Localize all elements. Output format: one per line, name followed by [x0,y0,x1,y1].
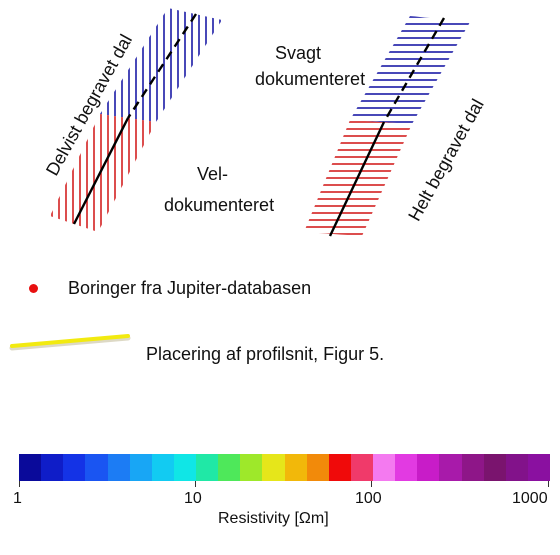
colorbar-segment [306,454,329,481]
weak-label-line1: Svagt [275,43,322,63]
left-valley-diagram [50,8,222,232]
colorbar-segment [151,454,174,481]
colorbar-segment [173,454,196,481]
left-valley-weak-zone [100,8,222,122]
profile-line-icon [9,334,131,351]
colorbar-segment [240,454,263,481]
colorbar-segment [417,454,440,481]
profile-legend-label: Placering af profilsnit, Figur 5. [146,344,385,364]
well-label-line2: dokumenteret [164,195,275,215]
left-valley-well-zone [50,114,156,232]
colorbar-segment [439,454,462,481]
colorbar-tick-label: 1000 [512,490,548,507]
borehole-legend-label: Boringer fra Jupiter-databasen [68,278,312,298]
colorbar-segment [328,454,351,481]
colorbar-segment [350,454,373,481]
right-valley-weak-zone [350,16,470,124]
left-valley-dashed-axis [126,13,198,119]
well-label-line1: Vel- [197,164,229,184]
colorbar-segment [129,454,152,481]
colorbar-segment [505,454,528,481]
colorbar-segment [19,454,42,481]
colorbar-axis-label: Resistivity [Ωm] [218,510,329,527]
colorbar-tick [371,481,372,487]
colorbar-tick [548,481,549,487]
colorbar-tick [195,481,196,487]
colorbar-tick [19,481,20,487]
colorbar-tick-label: 1 [13,490,22,507]
colorbar-tick-label: 100 [355,490,382,507]
colorbar-segment [483,454,506,481]
colorbar-segment [85,454,108,481]
colorbar-segment [461,454,484,481]
colorbar-segment [63,454,86,481]
colorbar-segment [196,454,219,481]
right-valley-solid-axis [328,121,386,237]
colorbar-segment [373,454,396,481]
colorbar-segment [395,454,418,481]
colorbar-segment [284,454,307,481]
weak-label-line2: dokumenteret [255,69,366,89]
colorbar-tick-label: 10 [184,490,202,507]
colorbar-segment [41,454,64,481]
colorbar-segment [262,454,285,481]
borehole-dot-icon [29,284,38,293]
colorbar-segment [527,454,550,481]
colorbar-segment [218,454,241,481]
resistivity-colorbar [19,454,550,481]
right-valley-diagram [304,16,470,237]
left-valley-solid-axis [72,117,130,225]
colorbar-segment [107,454,130,481]
right-valley-dashed-axis [382,17,446,123]
